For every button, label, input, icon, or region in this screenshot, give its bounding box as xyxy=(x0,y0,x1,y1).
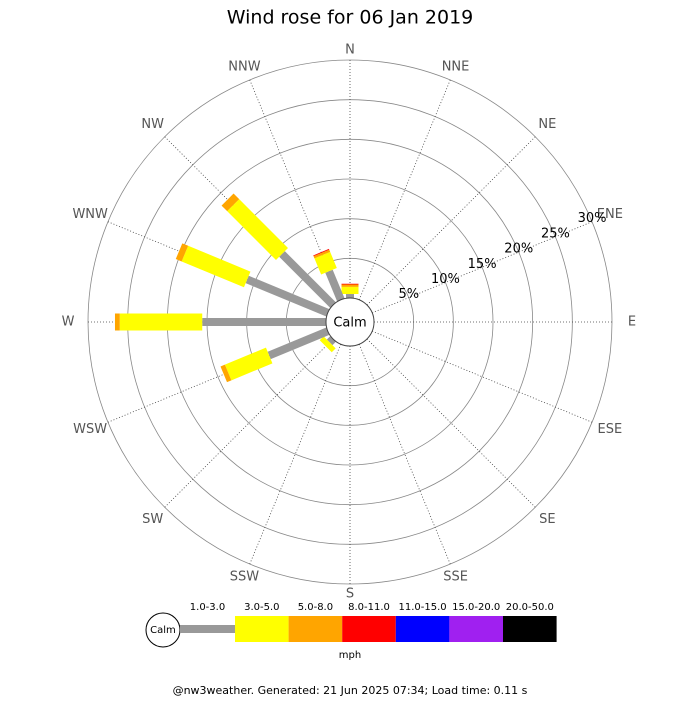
wind-segment xyxy=(185,254,247,280)
legend-swatch xyxy=(289,616,343,642)
ring-label: 20% xyxy=(504,242,533,257)
legend-label: 5.0-8.0 xyxy=(298,602,333,613)
direction-label: NNW xyxy=(228,60,260,75)
calm-label: Calm xyxy=(333,316,366,331)
ring-label: 30% xyxy=(578,211,607,226)
wind-segment xyxy=(228,355,269,372)
wind-segment xyxy=(326,342,330,346)
direction-label: WSW xyxy=(73,422,107,437)
legend-swatch xyxy=(503,616,557,642)
direction-label: SE xyxy=(539,512,555,527)
ring-label: 15% xyxy=(468,257,497,272)
direction-label: NNE xyxy=(442,60,470,75)
wind-segment xyxy=(330,339,333,342)
direction-label: N xyxy=(345,43,355,58)
legend-swatch xyxy=(235,616,289,642)
legend-label: 3.0-5.0 xyxy=(244,602,279,613)
direction-label: E xyxy=(628,315,636,330)
spoke xyxy=(359,80,450,300)
wind-segment xyxy=(179,251,185,253)
legend-label: 15.0-20.0 xyxy=(452,602,500,613)
direction-label: S xyxy=(346,587,354,602)
direction-label: W xyxy=(62,315,75,330)
units-label: mph xyxy=(339,650,361,661)
direction-label: NW xyxy=(141,117,164,132)
direction-label: WNW xyxy=(72,207,108,222)
legend-swatch xyxy=(396,616,450,642)
legend-calm-label: Calm xyxy=(150,625,176,636)
footer: @nw3weather. Generated: 21 Jun 2025 07:3… xyxy=(173,684,528,697)
direction-label: NE xyxy=(538,117,556,132)
wind-segment xyxy=(228,200,234,206)
legend-swatch xyxy=(449,616,503,642)
ring-label: 25% xyxy=(541,226,570,241)
chart-title: Wind rose for 06 Jan 2019 xyxy=(227,7,474,29)
legend-label: 1.0-3.0 xyxy=(190,602,225,613)
direction-label: SSE xyxy=(443,569,468,584)
legend-swatch xyxy=(342,616,396,642)
direction-label: SW xyxy=(142,512,163,527)
direction-label: SSW xyxy=(230,569,260,584)
wind-segment xyxy=(321,253,322,255)
legend-label: 8.0-11.0 xyxy=(348,602,390,613)
ring-label: 5% xyxy=(399,287,420,302)
wind-segment xyxy=(322,255,329,271)
wind-segment xyxy=(224,372,228,374)
direction-label: ESE xyxy=(597,422,622,437)
legend-label: 11.0-15.0 xyxy=(399,602,447,613)
ring-label: 10% xyxy=(431,272,460,287)
wind-segment xyxy=(329,271,341,300)
wind-segment xyxy=(269,331,328,355)
legend-swatch xyxy=(180,625,235,633)
legend-label: 20.0-50.0 xyxy=(506,602,554,613)
